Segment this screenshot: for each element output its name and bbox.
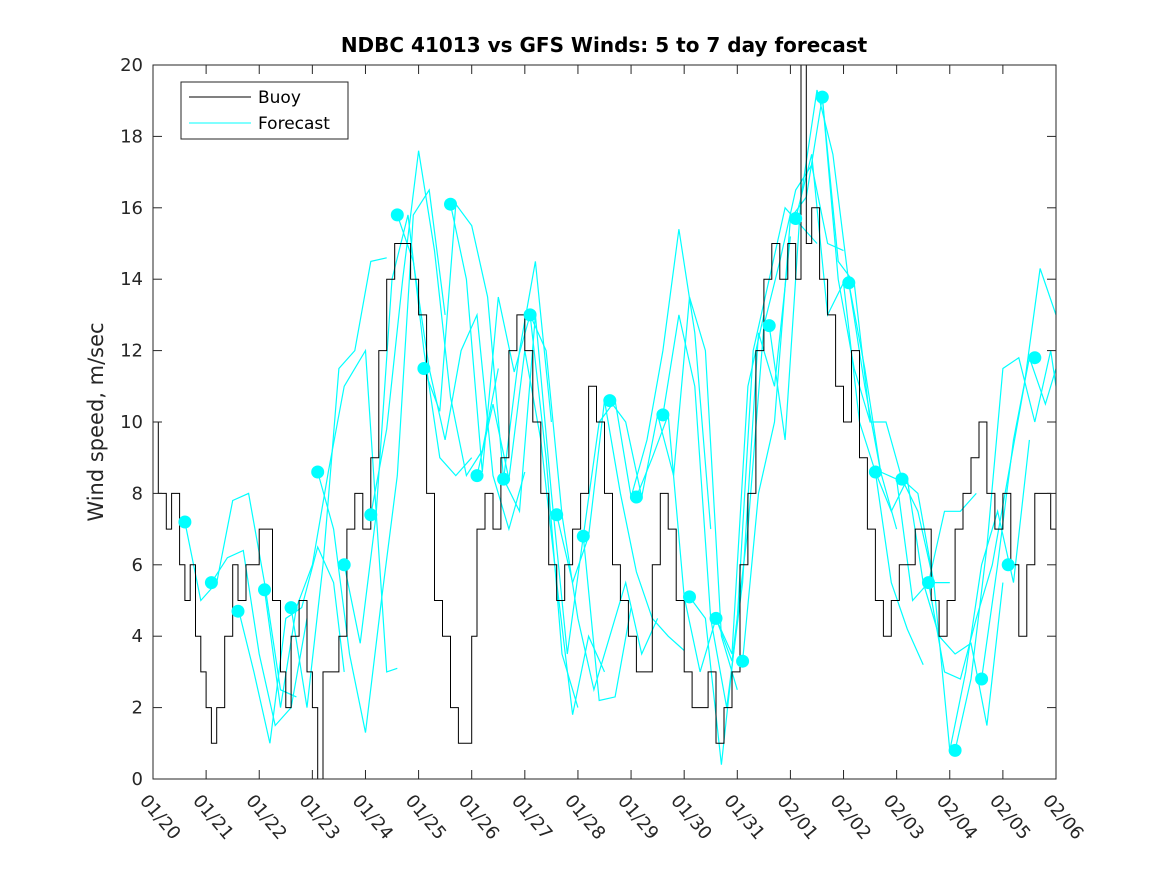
- y-tick-label-12: 12: [120, 341, 143, 362]
- y-tick-label-2: 2: [132, 698, 143, 719]
- forecast-line-14: [529, 314, 659, 693]
- forecast-marker-12: [470, 469, 484, 483]
- forecast-marker-6: [311, 465, 325, 479]
- forecast-marker-11: [444, 197, 457, 211]
- buoy-line: [153, 64, 1057, 780]
- forecast-line-6: [317, 188, 446, 733]
- forecast-line-7: [343, 214, 473, 644]
- forecast-line-1: [184, 492, 297, 698]
- chart-title: NDBC 41013 vs GFS Winds: 5 to 7 day fore…: [341, 33, 868, 57]
- forecast-marker-22: [736, 654, 750, 668]
- forecast-marker-32: [1001, 558, 1015, 572]
- forecast-line-26: [848, 282, 977, 602]
- forecast-marker-28: [895, 472, 909, 486]
- forecast-line-10: [423, 202, 552, 480]
- forecast-line-15: [556, 400, 685, 651]
- forecast-marker-9: [390, 208, 404, 222]
- y-tick-label-14: 14: [120, 269, 143, 290]
- forecast-line-8: [370, 150, 499, 515]
- forecast-marker-29: [922, 576, 935, 590]
- forecast-line-5: [290, 257, 387, 708]
- legend-buoy-label: Buoy: [258, 88, 301, 108]
- y-axis-label: Wind speed, m/sec: [84, 322, 108, 521]
- series-layer: [153, 64, 1057, 780]
- forecast-marker-8: [364, 508, 378, 522]
- legend: Buoy Forecast: [180, 81, 349, 140]
- forecast-marker-13: [497, 472, 511, 486]
- forecast-marker-14: [523, 308, 537, 322]
- forecast-line-23: [768, 89, 898, 530]
- y-tick-label-8: 8: [132, 483, 143, 504]
- forecast-marker-26: [842, 276, 856, 290]
- forecast-marker-30: [948, 743, 962, 757]
- forecast-line-13: [503, 314, 632, 702]
- forecast-marker-16: [576, 529, 590, 543]
- y-tick-label-6: 6: [132, 555, 143, 576]
- y-tick-label-0: 0: [132, 769, 143, 790]
- forecast-marker-24: [789, 212, 803, 225]
- forecast-marker-20: [683, 590, 696, 604]
- y-tick-label-16: 16: [120, 198, 143, 219]
- forecast-marker-18: [629, 490, 643, 504]
- forecast-marker-21: [709, 611, 723, 625]
- forecast-marker-3: [231, 604, 245, 618]
- y-tick-label-20: 20: [120, 55, 143, 76]
- y-tick-label-4: 4: [132, 626, 143, 647]
- forecast-marker-31: [975, 672, 989, 686]
- forecast-marker-25: [815, 90, 829, 104]
- forecast-marker-27: [868, 465, 882, 479]
- forecast-marker-2: [204, 576, 218, 590]
- y-tick-label-18: 18: [120, 126, 143, 147]
- marker-layer: [178, 90, 1042, 757]
- forecast-marker-17: [603, 394, 617, 408]
- forecast-line-30: [954, 350, 1057, 751]
- y-tick-label-10: 10: [120, 412, 143, 433]
- forecast-marker-33: [1028, 351, 1042, 365]
- forecast-marker-10: [417, 362, 431, 375]
- legend-forecast-label: Forecast: [258, 114, 330, 134]
- forecast-line-18: [635, 314, 765, 673]
- forecast-marker-1: [178, 515, 192, 529]
- forecast-marker-19: [656, 408, 670, 422]
- forecast-line-25: [821, 97, 950, 584]
- legend-box: [180, 81, 349, 140]
- forecast-line-31: [981, 355, 1057, 680]
- forecast-marker-5: [284, 601, 298, 615]
- forecast-marker-23: [762, 319, 776, 333]
- forecast-marker-7: [337, 558, 351, 572]
- forecast-marker-4: [258, 583, 271, 597]
- forecast-line-29: [927, 268, 1057, 680]
- forecast-marker-15: [550, 508, 564, 522]
